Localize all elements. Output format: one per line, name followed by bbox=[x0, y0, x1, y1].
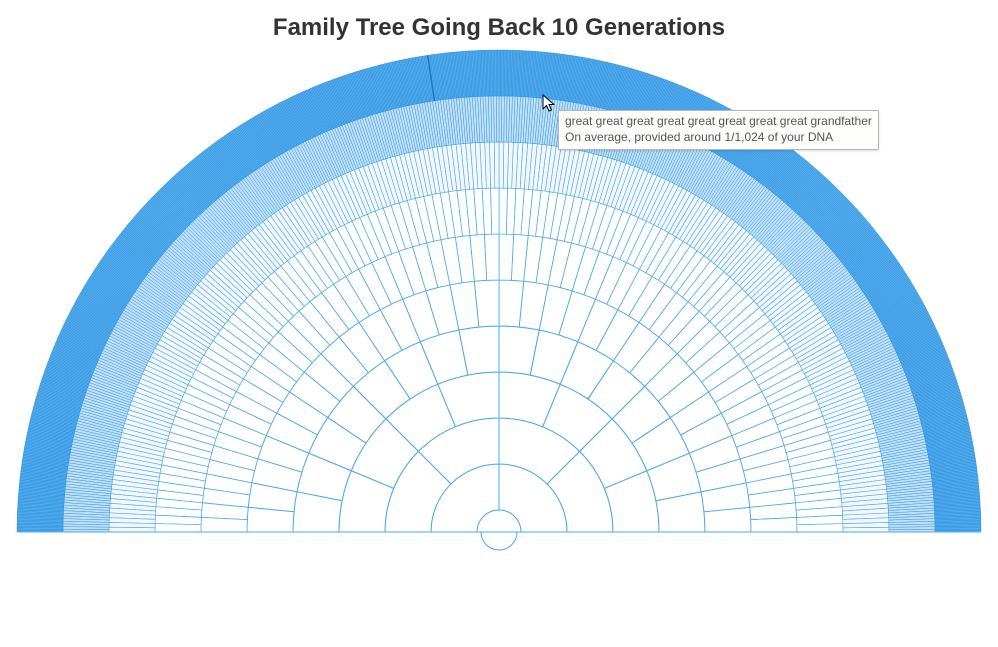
ancestor-cell[interactable] bbox=[155, 524, 201, 532]
ancestor-cell[interactable] bbox=[499, 234, 514, 280]
ancestor-cell[interactable] bbox=[247, 507, 294, 532]
self-node[interactable] bbox=[481, 532, 517, 550]
ancestor-cell[interactable] bbox=[109, 527, 155, 532]
ancestor-cell[interactable] bbox=[499, 96, 502, 142]
chart-container: great great great great great great grea… bbox=[9, 42, 989, 566]
ancestor-cell[interactable] bbox=[499, 280, 524, 327]
ancestor-tooltip: great great great great great great grea… bbox=[558, 110, 879, 150]
tooltip-dna-text: On average, provided around 1/1,024 of y… bbox=[565, 130, 872, 146]
tooltip-relation-text: great great great great great great grea… bbox=[565, 114, 872, 130]
ancestor-cell[interactable] bbox=[499, 188, 507, 234]
ancestor-cell[interactable] bbox=[201, 517, 247, 532]
ancestor-cell[interactable] bbox=[109, 522, 155, 527]
chart-title: Family Tree Going Back 10 Generations bbox=[0, 0, 998, 42]
ancestor-cell[interactable] bbox=[499, 142, 504, 188]
ancestor-cell[interactable] bbox=[503, 142, 508, 188]
